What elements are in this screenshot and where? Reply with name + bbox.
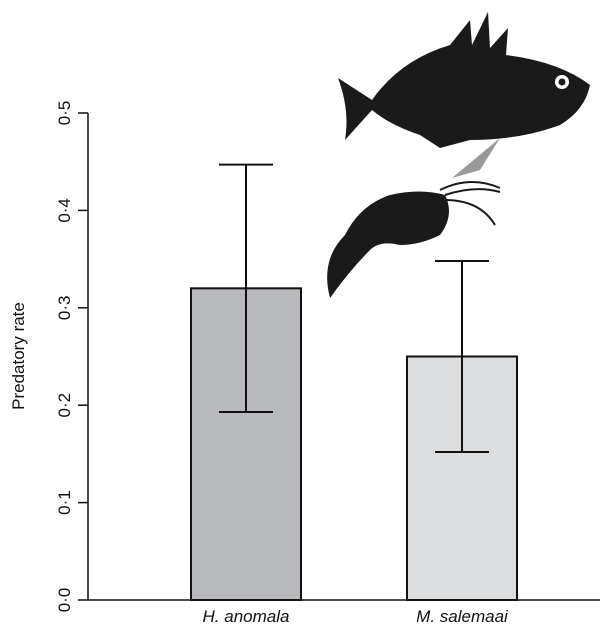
fish-illustration	[327, 12, 590, 298]
y-tick-label: 0·0	[55, 588, 74, 613]
x-tick-label: M. salemaai	[416, 607, 509, 626]
x-tick-label: H. anomala	[203, 607, 290, 626]
y-tick-label: 0·4	[55, 198, 74, 223]
y-tick-label: 0·3	[55, 296, 74, 321]
y-axis-label: Predatory rate	[9, 302, 28, 410]
y-tick-label: 0·1	[55, 490, 74, 515]
y-tick-label: 0·5	[55, 101, 74, 126]
y-tick-label: 0·2	[55, 393, 74, 418]
